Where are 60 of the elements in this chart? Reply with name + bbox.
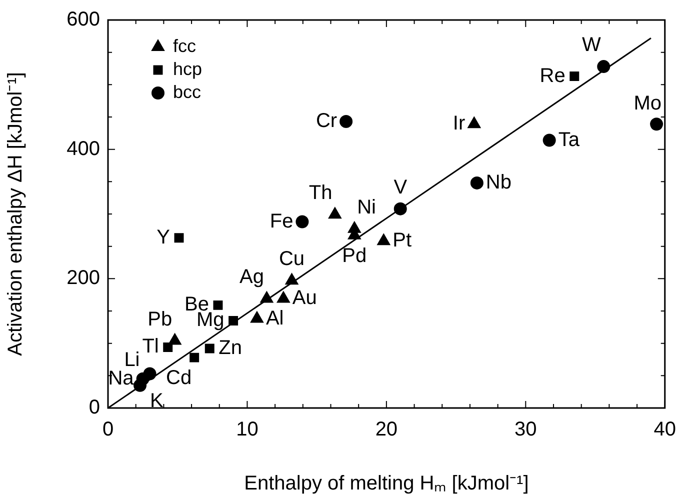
- annotation: Pd: [342, 244, 367, 267]
- point: [597, 60, 610, 74]
- x-tick-label: 10: [236, 418, 258, 441]
- point: [542, 134, 556, 147]
- point: [134, 378, 147, 392]
- annotation: Ni: [357, 196, 376, 218]
- x-tick-label: 0: [102, 418, 114, 441]
- y-axis-title: Activation enthalpy ΔH [kJmol⁻¹]: [4, 72, 27, 356]
- point: [168, 333, 182, 345]
- point: [468, 116, 481, 128]
- annotation: V: [394, 176, 408, 198]
- annotation: K: [150, 390, 164, 412]
- y-tick-label: 0: [88, 396, 100, 419]
- legend-label: hcp: [173, 58, 202, 79]
- annotation: Cd: [166, 367, 192, 390]
- point: [340, 115, 353, 128]
- point: [190, 352, 200, 362]
- annotation: Ag: [240, 266, 264, 288]
- annotation: Y: [156, 226, 170, 248]
- point: [228, 316, 238, 326]
- x-tick-label: 30: [514, 418, 537, 441]
- point: [296, 215, 309, 228]
- y-tick-label: 600: [66, 8, 100, 31]
- annotation: Cr: [316, 110, 338, 132]
- annotation: Nb: [486, 171, 512, 194]
- annotation: W: [582, 34, 602, 56]
- y-tick-label: 400: [66, 138, 100, 160]
- point: [470, 176, 484, 190]
- annotation: Pb: [148, 308, 172, 330]
- annotation: Fe: [270, 210, 294, 232]
- annotation: Tl: [142, 336, 159, 358]
- annotation: Mo: [634, 92, 662, 115]
- point: [204, 344, 214, 354]
- x-axis-title: Enthalpy of melting Hₘ [kJmol⁻¹]: [244, 472, 529, 495]
- point: [377, 234, 390, 246]
- point: [276, 291, 290, 303]
- annotation: Pt: [392, 230, 412, 252]
- point: [285, 273, 298, 285]
- annotation: Cu: [278, 248, 305, 270]
- annotation: Al: [266, 307, 284, 330]
- point: [174, 233, 184, 243]
- point: [570, 72, 580, 82]
- y-tick-label: 200: [66, 267, 100, 290]
- annotation: Ir: [452, 112, 466, 135]
- annotation: Au: [292, 287, 317, 310]
- legend-label: bcc: [173, 82, 202, 102]
- point: [250, 311, 264, 323]
- point: [650, 118, 664, 131]
- legend-label: fcc: [173, 36, 196, 56]
- annotation: Ta: [558, 128, 580, 151]
- annotation: Th: [308, 182, 332, 204]
- point: [394, 202, 407, 216]
- annotation: Zn: [218, 337, 242, 360]
- x-tick-label: 20: [375, 418, 398, 441]
- point: [328, 207, 342, 219]
- point: [213, 300, 223, 310]
- annotation: Re: [540, 64, 566, 87]
- x-tick-label: 40: [654, 418, 676, 441]
- point: [260, 291, 274, 303]
- point: [163, 342, 173, 352]
